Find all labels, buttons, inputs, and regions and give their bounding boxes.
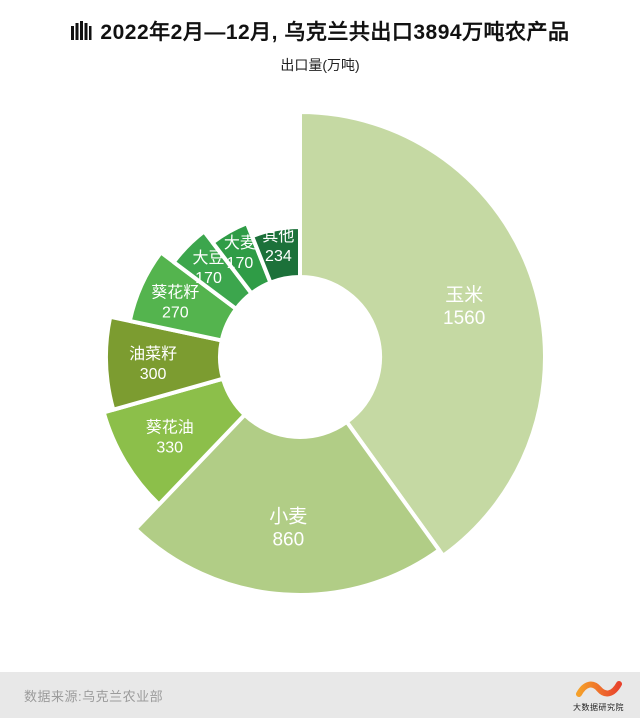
header: 2022年2月—12月, 乌克兰共出口3894万吨农产品 出口量(万吨)	[0, 16, 640, 75]
slice-label-4: 葵花籽 270	[151, 283, 199, 321]
pie-slice-0	[298, 110, 548, 558]
chart-area: 玉米 1560 小麦 860 葵花油 330 油菜籽 300 葵花籽 270 大豆 170 大麦 170 其…	[0, 90, 640, 655]
pie-slice-4	[127, 250, 239, 343]
footer: 数据来源:乌克兰农业部	[0, 672, 640, 718]
publisher-logo: 大数据研究院	[573, 679, 624, 713]
pie-slice-1	[133, 412, 442, 597]
slice-label-2: 葵花油 330	[146, 418, 194, 456]
logo-swoosh-icon	[575, 681, 622, 697]
slice-label-3: 油菜籽 300	[129, 345, 177, 383]
slice-label-5: 大豆 170	[192, 249, 224, 287]
title-row: 2022年2月—12月, 乌克兰共出口3894万吨农产品	[0, 16, 640, 46]
chart-subtitle: 出口量(万吨)	[280, 57, 360, 73]
slice-label-1: 小麦 860	[269, 506, 307, 551]
data-source: 数据来源:乌克兰农业部	[24, 688, 164, 704]
pie-slice-3	[104, 314, 225, 412]
page-title: 2022年2月—12月, 乌克兰共出口3894万吨农产品	[100, 21, 570, 44]
slice-label-6: 大麦 170	[224, 234, 256, 272]
wheat-icon	[70, 20, 92, 42]
slice-label-0: 玉米 1560	[443, 284, 485, 329]
pie-slice-2	[101, 376, 247, 507]
slice-label-7: 其他 234	[262, 227, 294, 265]
logo-text: 大数据研究院	[573, 703, 624, 712]
pie-slice-7	[250, 225, 302, 285]
